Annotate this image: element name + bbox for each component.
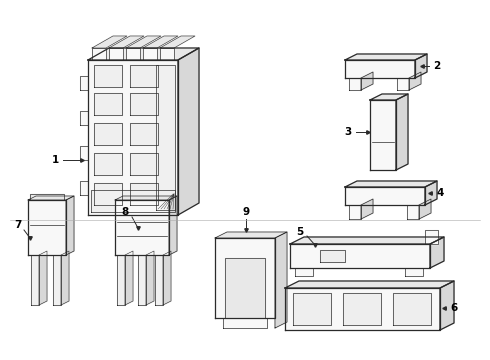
Polygon shape (39, 251, 47, 305)
Text: 3: 3 (344, 127, 352, 137)
Polygon shape (425, 230, 438, 244)
Polygon shape (146, 251, 154, 305)
Polygon shape (415, 54, 427, 78)
Polygon shape (80, 181, 88, 195)
Polygon shape (28, 200, 66, 255)
Text: 5: 5 (296, 227, 304, 237)
Polygon shape (94, 153, 122, 175)
Polygon shape (393, 293, 431, 325)
Polygon shape (130, 183, 158, 205)
Text: 9: 9 (243, 207, 249, 217)
Polygon shape (349, 78, 361, 90)
Polygon shape (143, 36, 178, 48)
Text: 6: 6 (450, 303, 458, 313)
Polygon shape (109, 36, 144, 48)
Polygon shape (295, 268, 313, 276)
Polygon shape (163, 251, 171, 305)
Polygon shape (320, 250, 345, 262)
Polygon shape (117, 255, 125, 305)
Polygon shape (130, 93, 158, 115)
Polygon shape (343, 293, 381, 325)
Polygon shape (405, 268, 423, 276)
Polygon shape (215, 232, 287, 238)
Polygon shape (225, 258, 265, 318)
Polygon shape (349, 205, 361, 219)
Polygon shape (361, 199, 373, 219)
Polygon shape (397, 78, 409, 90)
Polygon shape (156, 65, 175, 210)
Polygon shape (345, 181, 437, 187)
Polygon shape (169, 196, 177, 255)
Text: 2: 2 (433, 61, 441, 71)
Polygon shape (94, 93, 122, 115)
Polygon shape (88, 48, 199, 60)
Polygon shape (440, 281, 454, 330)
Polygon shape (88, 60, 178, 215)
Polygon shape (92, 36, 127, 48)
Polygon shape (94, 65, 122, 87)
Polygon shape (370, 94, 408, 100)
Polygon shape (275, 232, 287, 328)
Polygon shape (345, 187, 425, 205)
Polygon shape (160, 48, 174, 60)
Polygon shape (130, 123, 158, 145)
Polygon shape (223, 318, 267, 328)
Polygon shape (126, 48, 140, 60)
Polygon shape (345, 60, 415, 78)
Polygon shape (407, 205, 419, 219)
Text: 1: 1 (51, 155, 59, 165)
Polygon shape (125, 251, 133, 305)
Polygon shape (109, 48, 123, 60)
Polygon shape (80, 111, 88, 125)
Polygon shape (293, 293, 331, 325)
Polygon shape (91, 190, 175, 212)
Polygon shape (126, 36, 161, 48)
Polygon shape (30, 194, 64, 200)
Polygon shape (94, 123, 122, 145)
Polygon shape (160, 36, 195, 48)
Polygon shape (155, 255, 163, 305)
Polygon shape (425, 181, 437, 205)
Polygon shape (215, 238, 275, 318)
Polygon shape (345, 54, 427, 60)
Polygon shape (130, 153, 158, 175)
Polygon shape (92, 48, 106, 60)
Text: 8: 8 (122, 207, 129, 217)
Polygon shape (80, 76, 88, 90)
Polygon shape (66, 196, 74, 255)
Polygon shape (115, 196, 177, 200)
Polygon shape (61, 251, 69, 305)
Polygon shape (94, 183, 122, 205)
Polygon shape (130, 65, 158, 87)
Polygon shape (115, 200, 169, 255)
Polygon shape (285, 288, 440, 330)
Polygon shape (80, 146, 88, 160)
Polygon shape (290, 244, 430, 268)
Polygon shape (53, 255, 61, 305)
Polygon shape (31, 255, 39, 305)
Text: 4: 4 (436, 188, 443, 198)
Polygon shape (409, 72, 421, 90)
Polygon shape (178, 48, 199, 215)
Polygon shape (361, 72, 373, 90)
Polygon shape (285, 281, 454, 288)
Polygon shape (290, 237, 444, 244)
Polygon shape (419, 199, 431, 219)
Polygon shape (430, 237, 444, 268)
Polygon shape (396, 94, 408, 170)
Polygon shape (28, 196, 74, 200)
Polygon shape (143, 48, 157, 60)
Polygon shape (138, 255, 146, 305)
Polygon shape (370, 100, 396, 170)
Text: 7: 7 (14, 220, 22, 230)
